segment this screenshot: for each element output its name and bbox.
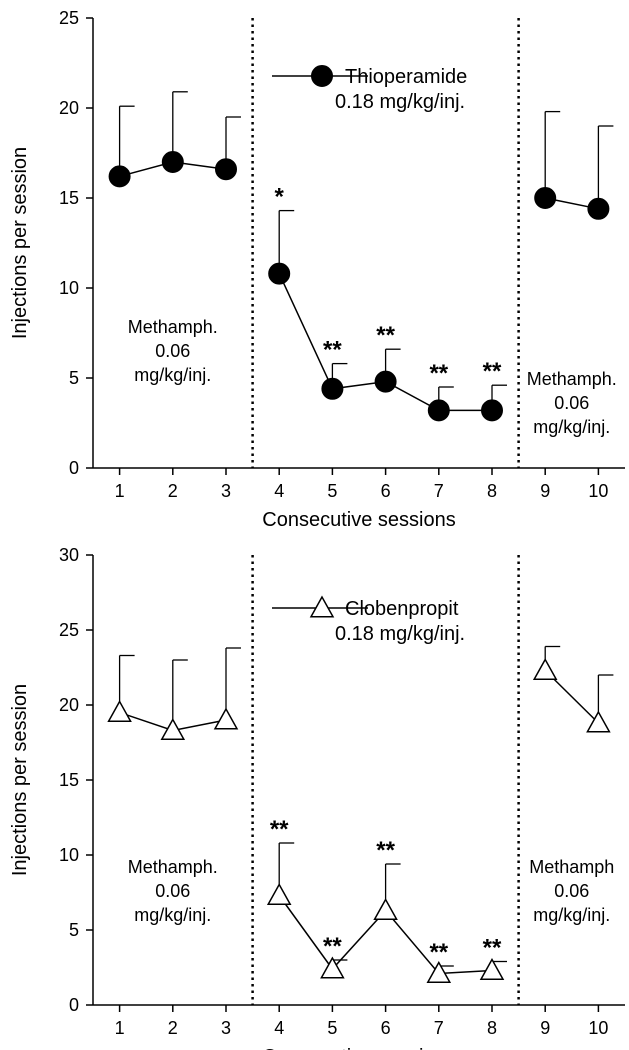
condition-annotation: Methamph. — [128, 857, 218, 877]
condition-annotation: 0.06 — [554, 881, 589, 901]
x-tick-label: 9 — [540, 481, 550, 501]
condition-annotation: 0.06 — [155, 881, 190, 901]
y-tick-label: 20 — [59, 98, 79, 118]
significance-label: ** — [483, 935, 502, 962]
y-tick-label: 0 — [69, 458, 79, 478]
legend: Clobenpropit 0.18 mg/kg/inj. — [272, 595, 465, 645]
legend: Thioperamide 0.18 mg/kg/inj. — [272, 65, 467, 113]
data-point — [107, 699, 132, 723]
data-point — [373, 897, 398, 921]
condition-annotation: Methamph. — [527, 369, 617, 389]
data-point — [586, 710, 611, 733]
x-tick-label: 5 — [327, 481, 337, 501]
y-tick-label: 0 — [69, 995, 79, 1015]
legend-label: Thioperamide — [345, 66, 467, 88]
x-tick-label: 5 — [327, 1018, 337, 1038]
data-point — [426, 960, 452, 984]
condition-annotation: mg/kg/inj. — [134, 365, 211, 385]
data-point — [320, 956, 345, 979]
chart-panel-2: 0 5 10 15 20 25 30 1 2 3 4 5 6 7 8 9 10 Consecutive sessi… — [9, 545, 625, 1050]
x-tick-label: 6 — [381, 1018, 391, 1038]
significance-label: * — [275, 184, 285, 211]
data-point — [268, 262, 291, 285]
significance-label: ** — [429, 360, 448, 387]
condition-annotation: 0.06 — [554, 393, 589, 413]
data-point — [534, 187, 557, 209]
y-tick-label: 20 — [59, 695, 79, 715]
x-tick-label: 2 — [168, 1018, 178, 1038]
legend-marker — [309, 595, 335, 618]
data-point — [266, 882, 292, 906]
x-axis-title: Consecutive sessions — [262, 1046, 455, 1050]
significance-label: ** — [483, 358, 502, 385]
x-tick-label: 6 — [381, 481, 391, 501]
legend-marker — [311, 65, 333, 87]
y-axis-title: Injections per session — [9, 684, 31, 876]
x-tick-label: 4 — [274, 1018, 284, 1038]
data-point — [481, 399, 503, 422]
data-point — [108, 165, 131, 188]
y-tick-label: 25 — [59, 8, 79, 28]
x-tick-label: 10 — [588, 481, 608, 501]
y-tick-label: 5 — [69, 368, 79, 388]
data-point — [321, 377, 344, 400]
x-tick-label: 1 — [115, 481, 125, 501]
data-point — [427, 399, 450, 422]
legend-sublabel: 0.18 mg/kg/inj. — [335, 623, 465, 645]
condition-annotation: mg/kg/inj. — [134, 905, 211, 925]
y-tick-label: 10 — [59, 278, 79, 298]
x-tick-label: 4 — [274, 481, 284, 501]
data-point — [215, 158, 237, 181]
x-axis-title: Consecutive sessions — [262, 509, 455, 531]
x-tick-label: 9 — [540, 1018, 550, 1038]
data-point — [160, 717, 186, 741]
x-tick-label: 8 — [487, 481, 497, 501]
x-tick-label: 7 — [434, 481, 444, 501]
x-tick-label: 10 — [588, 1018, 608, 1038]
data-point — [532, 657, 558, 681]
y-tick-label: 30 — [59, 545, 79, 565]
y-tick-label: 5 — [69, 920, 79, 940]
condition-annotation: mg/kg/inj. — [533, 905, 610, 925]
y-tick-label: 15 — [59, 188, 79, 208]
condition-annotation: Methamph. — [128, 317, 218, 337]
y-tick-label: 25 — [59, 620, 79, 640]
legend-label: Clobenpropit — [345, 598, 459, 620]
data-point — [213, 707, 239, 730]
condition-annotation: mg/kg/inj. — [533, 417, 610, 437]
x-tick-label: 3 — [221, 1018, 231, 1038]
x-tick-label: 1 — [115, 1018, 125, 1038]
data-point — [479, 957, 505, 981]
significance-label: ** — [270, 816, 289, 843]
y-tick-label: 15 — [59, 770, 79, 790]
significance-label: ** — [376, 837, 395, 864]
condition-annotation: Methamph — [529, 857, 614, 877]
x-tick-label: 7 — [434, 1018, 444, 1038]
significance-label: ** — [323, 337, 342, 364]
significance-label: ** — [323, 933, 342, 960]
chart-panel-1: 0 5 10 15 20 25 1 2 3 4 5 6 7 8 9 10 Consecutive session… — [9, 8, 625, 531]
x-tick-label: 2 — [168, 481, 178, 501]
data-point — [374, 370, 397, 393]
data-point — [161, 151, 184, 173]
condition-annotation: 0.06 — [155, 341, 190, 361]
y-tick-label: 10 — [59, 845, 79, 865]
x-tick-label: 8 — [487, 1018, 497, 1038]
data-point — [587, 197, 610, 220]
significance-label: ** — [429, 939, 448, 966]
y-axis-title: Injections per session — [9, 147, 31, 339]
legend-sublabel: 0.18 mg/kg/inj. — [335, 91, 465, 113]
x-tick-label: 3 — [221, 481, 231, 501]
significance-label: ** — [376, 322, 395, 349]
